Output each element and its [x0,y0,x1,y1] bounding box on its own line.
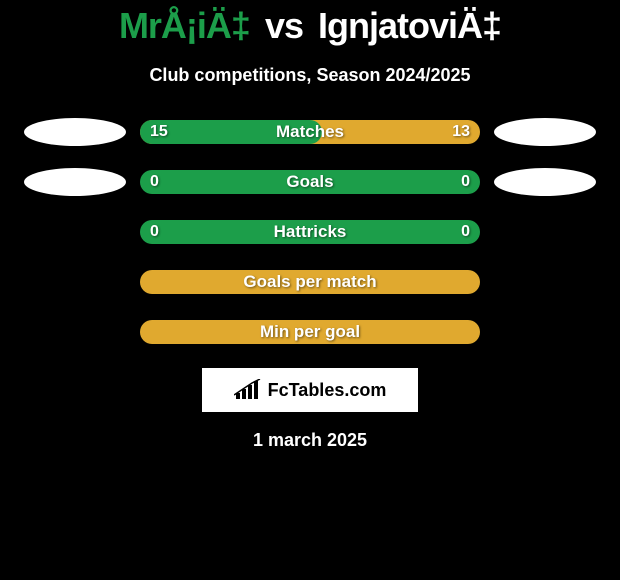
vs-label: vs [265,5,303,46]
player2-avatar-ellipse [494,118,596,146]
stat-row: Goals per match [0,268,620,296]
stat-label: Hattricks [274,222,347,242]
stat-value-right: 0 [461,173,470,191]
player1-avatar-ellipse [24,118,126,146]
brand-chart-icon [234,379,262,401]
ellipse-spacer [494,218,596,246]
stat-label: Matches [276,122,344,142]
stat-label: Goals per match [243,272,376,292]
stat-label: Min per goal [260,322,360,342]
player2-name: IgnjatoviÄ‡ [318,5,501,46]
stat-bar: Min per goal [140,320,480,344]
stats-rows: 15 Matches 13 0 Goals 0 0 Hattricks 0 Goals per m… [0,118,620,346]
stat-bar: 0 Hattricks 0 [140,220,480,244]
page-title: MrÅ¡iÄ‡ vs IgnjatoviÄ‡ [0,5,620,47]
player1-avatar-ellipse [24,168,126,196]
stat-value-left: 0 [150,223,159,241]
stat-row: 0 Hattricks 0 [0,218,620,246]
stat-label: Goals [286,172,333,192]
player1-name: MrÅ¡iÄ‡ [119,5,250,46]
stat-bar: 0 Goals 0 [140,170,480,194]
ellipse-spacer [494,268,596,296]
ellipse-spacer [494,318,596,346]
stat-bar: Goals per match [140,270,480,294]
brand-badge[interactable]: FcTables.com [202,368,418,412]
ellipse-spacer [24,318,126,346]
stat-row: Min per goal [0,318,620,346]
stat-value-left: 0 [150,173,159,191]
stat-value-right: 13 [452,123,470,141]
date-label: 1 march 2025 [0,430,620,451]
stat-row: 15 Matches 13 [0,118,620,146]
ellipse-spacer [24,218,126,246]
comparison-widget: MrÅ¡iÄ‡ vs IgnjatoviÄ‡ Club competitions… [0,0,620,451]
brand-text: FcTables.com [268,380,387,401]
ellipse-spacer [24,268,126,296]
stat-value-right: 0 [461,223,470,241]
player2-avatar-ellipse [494,168,596,196]
subtitle: Club competitions, Season 2024/2025 [0,65,620,86]
stat-value-left: 15 [150,123,168,141]
stat-row: 0 Goals 0 [0,168,620,196]
stat-bar: 15 Matches 13 [140,120,480,144]
